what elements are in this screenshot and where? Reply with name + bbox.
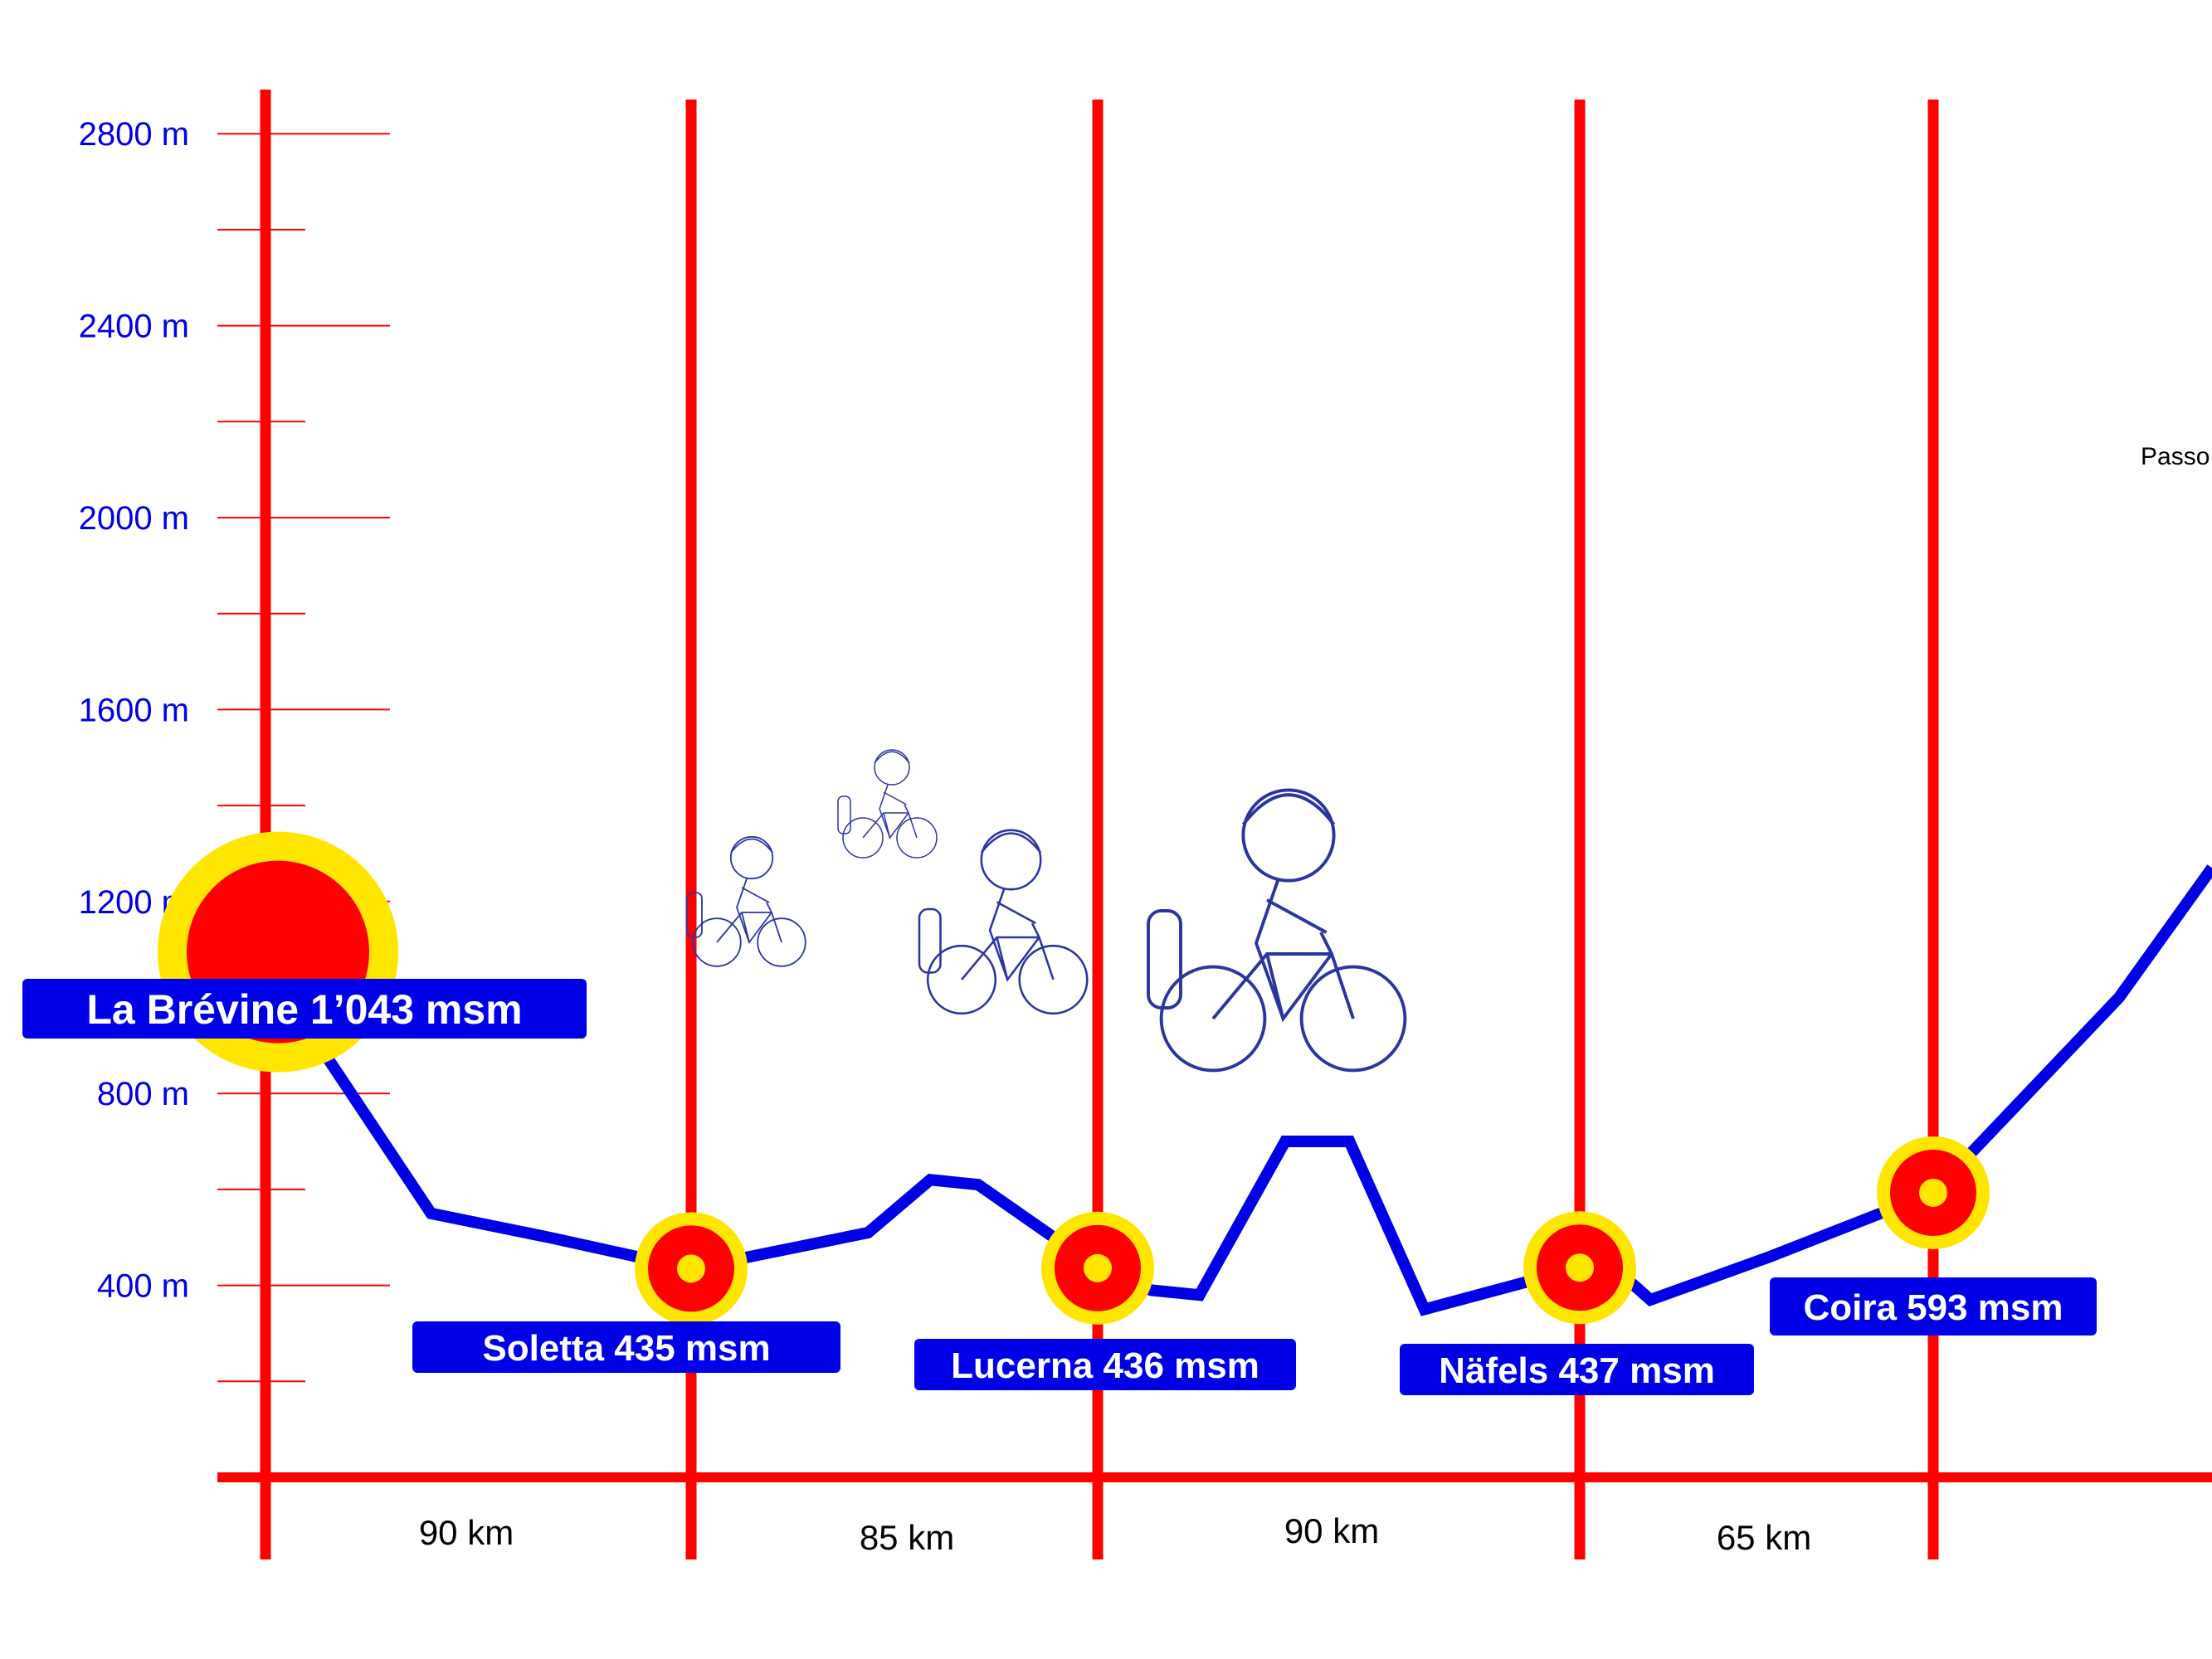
rider-body: [988, 888, 1036, 980]
segment-distance-labels: 90 km 85 km 90 km 65 km: [419, 1511, 1811, 1557]
grid-layer: [217, 90, 2212, 1559]
y-tick-label: 2800 m: [79, 116, 189, 153]
rider-backpack: [686, 892, 703, 938]
rider-body: [736, 878, 770, 943]
bike-frame: [716, 902, 782, 945]
bike-wheel: [692, 917, 742, 967]
rider-helmet: [980, 832, 1042, 854]
bike-wheel: [1018, 944, 1089, 1015]
station-label: Coira 593 msm: [1803, 1287, 2063, 1328]
station-marker-dot: [1084, 1253, 1112, 1282]
bike-wheel: [896, 817, 938, 859]
rider-backpack: [1147, 909, 1182, 1010]
bike-frame: [961, 922, 1055, 982]
rider-head: [1241, 788, 1336, 883]
bike-frame: [862, 804, 918, 839]
rider-head: [980, 829, 1042, 891]
rider-head: [729, 835, 774, 880]
segment-distance-label: 85 km: [860, 1518, 954, 1557]
station-label-box: [1400, 1344, 1754, 1395]
bike-wheel: [842, 817, 884, 859]
segment-distance-label: 90 km: [419, 1513, 514, 1552]
rider-helmet: [874, 751, 910, 764]
station-label: Soletta 435 msm: [482, 1328, 770, 1369]
station-marker-dot: [677, 1254, 705, 1283]
passo-annotation: Passo: [2141, 443, 2210, 470]
rider-backpack: [837, 795, 851, 834]
y-tick-label: 2400 m: [79, 309, 189, 345]
bike-wheel: [926, 944, 997, 1015]
cyclist-sketch: [1147, 788, 1407, 1073]
rider-head: [874, 749, 910, 786]
rider-body: [1254, 879, 1328, 1019]
y-tick-label: 1600 m: [79, 692, 189, 728]
bike-frame: [1211, 932, 1355, 1023]
station-marker-dot: [1566, 1253, 1594, 1282]
station-label: Lucerna 436 msm: [951, 1345, 1259, 1386]
y-tick-label: 400 m: [97, 1268, 189, 1305]
elevation-profile-line: [261, 864, 2212, 1316]
bike-wheel: [1299, 965, 1407, 1073]
cyclist-sketch: [918, 829, 1089, 1015]
cyclists-illustration: [686, 749, 1407, 1073]
station-label-box: [22, 979, 587, 1039]
station-label-box: [1770, 1277, 2097, 1335]
station-label-box: [914, 1339, 1296, 1390]
cyclist-sketch: [686, 835, 806, 967]
y-tick-label: 2000 m: [79, 500, 189, 537]
bike-wheel: [757, 917, 806, 967]
bike-wheel: [1159, 965, 1267, 1073]
station-markers: [158, 831, 1990, 1326]
cyclist-sketch: [837, 749, 938, 859]
y-tick-label: 800 m: [97, 1076, 189, 1112]
rider-helmet: [1241, 793, 1336, 826]
rider-helmet: [730, 838, 773, 854]
rider-backpack: [918, 907, 942, 974]
station-marker-dot: [1919, 1178, 1947, 1207]
station-label: Näfels 437 msm: [1439, 1350, 1715, 1391]
station-label: La Brévine 1’043 msm: [86, 986, 522, 1033]
station-label-box: [412, 1321, 840, 1373]
segment-distance-label: 90 km: [1284, 1511, 1379, 1550]
station-labels: La Brévine 1’043 msm Soletta 435 msm Lucer…: [22, 979, 2097, 1395]
rider-body: [879, 784, 907, 839]
segment-distance-label: 65 km: [1717, 1518, 1811, 1557]
